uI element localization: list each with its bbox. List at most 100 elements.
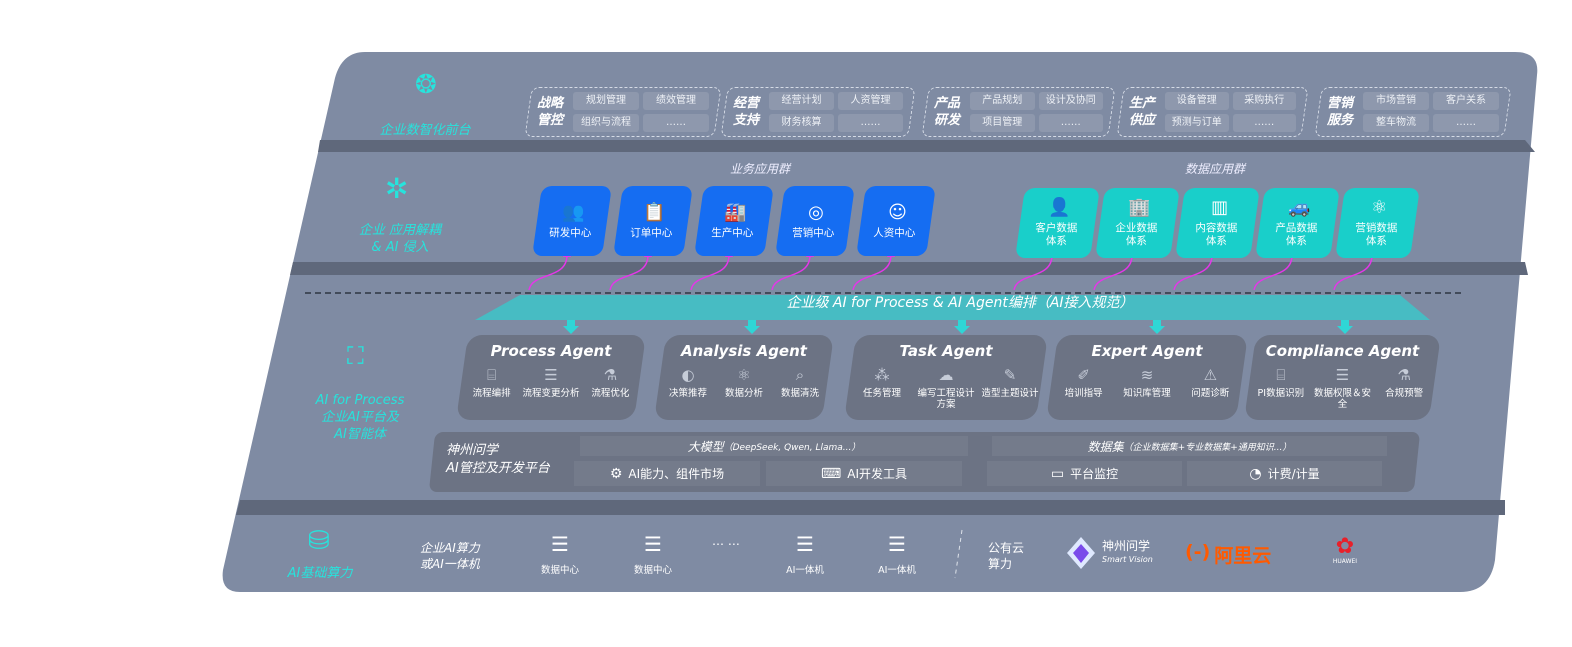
front-chip[interactable]: 设备管理 bbox=[1165, 92, 1229, 110]
platform-title-line2: AI管控及开发平台 bbox=[446, 461, 550, 476]
market-cell[interactable]: ⚙ AI能力、组件市场 bbox=[574, 461, 760, 486]
front-chip[interactable]: 组织与流程 bbox=[573, 114, 639, 132]
billing-label: 计费/计量 bbox=[1267, 467, 1320, 481]
front-group-title: 营销服务 bbox=[1327, 96, 1354, 128]
lightbulb-icon: ◐ bbox=[681, 366, 695, 384]
agent-capability[interactable]: ⌸ 流程编排 bbox=[462, 366, 521, 399]
front-chip[interactable]: 预测与订单 bbox=[1165, 114, 1229, 132]
capability-label: 问题诊断 bbox=[1191, 388, 1230, 399]
huawei-text: HUAWEI bbox=[1332, 558, 1358, 565]
agent-capabilities: ⌸ PI数据识别 ☰ 数据权限＆安全 ⚗ 合规预警 bbox=[1250, 366, 1435, 410]
data-app-tile[interactable]: 👤 客户数据体系 bbox=[1015, 188, 1100, 258]
agent-card[interactable]: Process Agent ⌸ 流程编排 ☰ 流程变更分析 ⚗ 流程优化 bbox=[456, 335, 646, 420]
agent-capability[interactable]: ⚗ 合规预警 bbox=[1374, 366, 1435, 410]
platform-title: 神州问学 AI管控及开发平台 bbox=[446, 442, 550, 478]
business-app-tile[interactable]: ☺ 人资中心 bbox=[856, 186, 936, 256]
data-app-tile[interactable]: ⚛ 营销数据体系 bbox=[1335, 188, 1420, 258]
agent-card[interactable]: Expert Agent ✐ 培训指导 ≋ 知识库管理 ⚠ 问题诊断 bbox=[1046, 335, 1248, 420]
person-icon: ☺ bbox=[887, 201, 907, 223]
agent-capability[interactable]: ⚛ 数据分析 bbox=[716, 366, 771, 399]
integration-arrow bbox=[1013, 254, 1053, 291]
data-app-tile[interactable]: 🏢 企业数据体系 bbox=[1095, 188, 1180, 258]
agent-capability[interactable]: ⚠ 问题诊断 bbox=[1179, 366, 1242, 399]
agent-card[interactable]: Compliance Agent ⌸ PI数据识别 ☰ 数据权限＆安全 ⚗ 合规预警 bbox=[1244, 335, 1441, 420]
front-group-title: 战略管控 bbox=[537, 96, 564, 128]
capability-label: 流程编排 bbox=[472, 388, 511, 399]
huawei-petals-icon: ✿ bbox=[1335, 534, 1355, 559]
business-app-tile[interactable]: 📋 订单中心 bbox=[613, 186, 693, 256]
front-group-items: 设备管理 采购执行 预测与订单…… bbox=[1165, 92, 1296, 132]
agent-card-content: Analysis Agent ◐ 决策推荐 ⚛ 数据分析 ⌕ 数据清洗 bbox=[660, 335, 828, 420]
huawei-logo: ✿ HUAWEI bbox=[1325, 534, 1365, 566]
business-app-tile[interactable]: 🏭 生产中心 bbox=[694, 186, 774, 256]
compute-item-label: 数据中心 bbox=[633, 565, 672, 576]
front-chip[interactable]: …… bbox=[1232, 114, 1296, 132]
agent-card[interactable]: Task Agent ⁂ 任务管理 ☁ 编写工程设计方案 ✎ 造型主题设计 bbox=[844, 335, 1048, 420]
front-chip[interactable]: 市场营销 bbox=[1363, 92, 1429, 110]
agent-capability[interactable]: ◐ 决策推荐 bbox=[660, 366, 715, 399]
laptop-monitor-icon: ▭ bbox=[1050, 465, 1065, 482]
integration-arrow bbox=[528, 254, 568, 291]
agent-capability[interactable]: ≋ 知识库管理 bbox=[1116, 366, 1179, 399]
front-chip[interactable]: 整车物流 bbox=[1363, 114, 1429, 132]
agent-capability[interactable]: ⌸ PI数据识别 bbox=[1250, 366, 1311, 410]
billing-cell[interactable]: ◔ 计费/计量 bbox=[1187, 461, 1382, 486]
front-chip[interactable]: 产品规划 bbox=[970, 92, 1035, 110]
front-chip[interactable]: 人资管理 bbox=[838, 92, 903, 110]
front-chip[interactable]: 经营计划 bbox=[769, 92, 834, 110]
agent-card[interactable]: Analysis Agent ◐ 决策推荐 ⚛ 数据分析 ⌕ 数据清洗 bbox=[654, 335, 834, 420]
car-icon: 🚙 bbox=[1288, 197, 1311, 218]
tile-label: 客户数据体系 bbox=[1034, 222, 1077, 247]
front-chip[interactable]: 采购执行 bbox=[1232, 92, 1296, 110]
monitor-cell[interactable]: ▭ 平台监控 bbox=[987, 461, 1182, 486]
capability-label: 数据分析 bbox=[724, 388, 763, 399]
front-chip[interactable]: …… bbox=[1433, 114, 1499, 132]
capability-label: 编写工程设计方案 bbox=[917, 388, 975, 410]
platform-panel: 神州问学 AI管控及开发平台 大模型 （DeepSeek, Qwen, Llam… bbox=[428, 432, 1421, 492]
agent-capability[interactable]: ✐ 培训指导 bbox=[1052, 366, 1115, 399]
server-icon: ☰ bbox=[551, 532, 569, 556]
agent-capability[interactable]: ☰ 流程变更分析 bbox=[522, 366, 581, 399]
front-group: 产品研发 产品规划 设计及协同 项目管理…… bbox=[921, 87, 1116, 137]
agent-connector bbox=[1337, 320, 1353, 334]
front-chip[interactable]: 设计及协同 bbox=[1038, 92, 1103, 110]
data-app-tile[interactable]: ▥ 内容数据体系 bbox=[1175, 188, 1260, 258]
monitor-label: 平台监控 bbox=[1070, 467, 1119, 481]
compute-item[interactable]: ☰ 数据中心 bbox=[535, 532, 585, 576]
compute-item[interactable]: ☰ 数据中心 bbox=[628, 532, 678, 576]
agent-capability[interactable]: ⌕ 数据清洗 bbox=[772, 366, 827, 399]
compute-item[interactable]: ☰ AI一体机 bbox=[872, 532, 922, 576]
front-group-title: 经营支持 bbox=[733, 96, 760, 128]
business-app-tile[interactable]: 👥 研发中心 bbox=[532, 186, 612, 256]
agent-capability[interactable]: ☰ 数据权限＆安全 bbox=[1312, 366, 1373, 410]
capability-label: 流程优化 bbox=[591, 388, 630, 399]
front-chip[interactable]: …… bbox=[838, 114, 903, 132]
atom-icon: ⚛ bbox=[1371, 197, 1388, 218]
agent-capability[interactable]: ⚗ 流程优化 bbox=[581, 366, 640, 399]
agent-name: Expert Agent bbox=[1091, 342, 1203, 360]
data-app-tile[interactable]: 🚙 产品数据体系 bbox=[1255, 188, 1340, 258]
compute-item[interactable]: ☰ AI一体机 bbox=[780, 532, 830, 576]
front-group-items: 规划管理 绩效管理 组织与流程…… bbox=[573, 92, 709, 132]
front-chip[interactable]: …… bbox=[1038, 114, 1103, 132]
front-chip[interactable]: 项目管理 bbox=[970, 114, 1035, 132]
ai-platform-label-line3: AI智能体 bbox=[334, 427, 386, 442]
dataset-label: 数据集 bbox=[1087, 439, 1124, 454]
business-app-tile[interactable]: ◎ 营销中心 bbox=[775, 186, 855, 256]
front-chip[interactable]: 财务核算 bbox=[769, 114, 834, 132]
id-icon: ⌸ bbox=[1276, 366, 1286, 384]
aliyun-mark-icon: (-) bbox=[1185, 541, 1211, 563]
flow-icon: ⌸ bbox=[487, 366, 497, 384]
front-group-items: 市场营销 客户关系 整车物流…… bbox=[1363, 92, 1499, 132]
front-chip[interactable]: 规划管理 bbox=[573, 92, 639, 110]
agent-capability[interactable]: ☁ 编写工程设计方案 bbox=[914, 366, 977, 410]
front-chip[interactable]: 绩效管理 bbox=[643, 92, 709, 110]
front-chip[interactable]: …… bbox=[643, 114, 709, 132]
agent-capability[interactable]: ✎ 造型主题设计 bbox=[978, 366, 1041, 410]
server-icon: ☰ bbox=[796, 532, 814, 556]
agent-capability[interactable]: ⁂ 任务管理 bbox=[850, 366, 913, 410]
agent-name: Compliance Agent bbox=[1265, 342, 1420, 360]
front-chip[interactable]: 客户关系 bbox=[1433, 92, 1499, 110]
business-cluster-title: 业务应用群 bbox=[730, 162, 791, 176]
devtools-cell[interactable]: ⌨ AI开发工具 bbox=[766, 461, 962, 486]
